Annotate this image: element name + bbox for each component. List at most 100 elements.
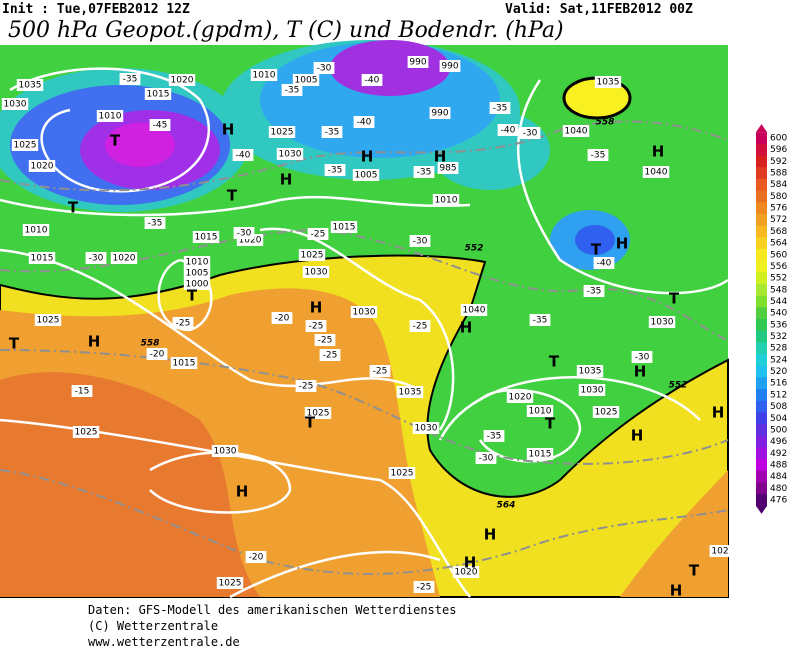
- isobar-label-box: [576, 365, 604, 377]
- pressure-system: H: [484, 526, 497, 544]
- isobar-label-box: [437, 162, 459, 174]
- colorbar-swatch: [756, 435, 767, 448]
- isotherms: [0, 120, 729, 575]
- temperature-label: -35: [148, 219, 163, 229]
- isobar-label-box: [11, 139, 39, 151]
- isobar-label-box: [407, 56, 429, 68]
- temperature-label-box: [119, 73, 141, 85]
- colorbar-label: 492: [770, 449, 787, 459]
- colorbar-label: 568: [770, 227, 787, 237]
- isobar-label-box: [592, 406, 620, 418]
- isobar-label: 1025: [391, 469, 414, 479]
- colorbar-swatch: [756, 400, 767, 413]
- temperature-label-box: [149, 119, 171, 131]
- isobar-label-box: [96, 110, 124, 122]
- temperature-label-box: [483, 430, 505, 442]
- pressure-system: T: [110, 132, 121, 150]
- isobar-label-box: [439, 60, 461, 72]
- temperature-label-box: [172, 317, 194, 329]
- isobar-label: 1025: [301, 251, 324, 261]
- pressure-system: H: [670, 582, 683, 600]
- isobar-label-box: [298, 249, 326, 261]
- colorbar-swatch: [756, 482, 767, 495]
- isobar-label: 1035: [399, 388, 422, 398]
- isobar-label: 1015: [333, 223, 356, 233]
- height-label: 564: [497, 501, 516, 511]
- isobar-label: 1025: [75, 428, 98, 438]
- isobar-label: 1000: [186, 280, 209, 290]
- valid-time: Valid: Sat,11FEB2012 00Z: [505, 2, 693, 17]
- temperature-label: -25: [413, 322, 428, 332]
- isobar-label-box: [276, 148, 304, 160]
- temperature-label: -45: [153, 121, 168, 131]
- pressure-system: T: [545, 415, 556, 433]
- colorbar: 6005965925885845805765725685645605565525…: [756, 124, 787, 514]
- field: [330, 40, 450, 96]
- colorbar-swatch: [756, 143, 767, 157]
- isobar-label-box: [183, 256, 211, 268]
- temperature-label: -20: [275, 314, 290, 324]
- colorbar-label: 536: [770, 320, 787, 330]
- colorbar-swatch: [756, 319, 767, 332]
- colorbar-swatch: [756, 470, 767, 483]
- isobar-label: 1020: [239, 236, 262, 246]
- colorbar-swatch: [756, 248, 767, 262]
- temperature-label-box: [71, 385, 93, 397]
- colorbar-label: 584: [770, 180, 787, 190]
- isobar-label-box: [352, 169, 380, 181]
- colorbar-label: 564: [770, 239, 787, 249]
- colorbar-swatch: [756, 237, 767, 250]
- isobar-label-box: [22, 224, 50, 236]
- pressure-system: T: [9, 335, 20, 353]
- temperature-label: -25: [373, 367, 388, 377]
- temperature-label-box: [314, 334, 336, 346]
- temperature-label: -40: [597, 259, 612, 269]
- isobar-label-box: [452, 566, 480, 578]
- temperature-label-box: [245, 551, 267, 563]
- pressure-system: H: [464, 554, 477, 572]
- colorbar-label: 496: [770, 437, 787, 447]
- isobar-label-box: [304, 407, 332, 419]
- pressure-system: H: [460, 319, 473, 337]
- temperature-label: -40: [357, 118, 372, 128]
- isobar-label-box: [268, 126, 296, 138]
- temperature-label-box: [369, 365, 391, 377]
- temperature-label: -35: [587, 287, 602, 297]
- colorbar-label: 600: [770, 134, 787, 144]
- temperature-label: -30: [479, 454, 494, 464]
- pressure-system: T: [591, 241, 602, 259]
- isobar-label-box: [1, 98, 29, 110]
- isobar-label-box: [183, 267, 211, 279]
- temperature-label-box: [497, 124, 519, 136]
- pressure-system: H: [652, 143, 665, 161]
- isobar-label: 1030: [415, 424, 438, 434]
- colorbar-swatch: [756, 260, 767, 273]
- temperature-label: -20: [249, 553, 264, 563]
- colorbar-label: 588: [770, 169, 787, 179]
- temperature-label-box: [307, 228, 329, 240]
- colorbar-label: 560: [770, 250, 787, 260]
- isobar-label-box: [578, 384, 606, 396]
- isobar-label: 1040: [565, 127, 588, 137]
- isobar-label-box: [216, 577, 244, 589]
- field: [105, 123, 175, 167]
- temperature-label: -40: [236, 151, 251, 161]
- temperature-label-box: [587, 149, 609, 161]
- temperature-label-box: [295, 380, 317, 392]
- colorbar-swatch: [756, 283, 767, 297]
- colorbar-swatch: [756, 213, 767, 227]
- footer-line: (C) Wetterzentrale: [88, 619, 218, 633]
- colorbar-swatch: [756, 178, 767, 192]
- colorbar-swatch: [756, 155, 767, 168]
- isobar-label: 1040: [463, 306, 486, 316]
- isobar-label: 1025: [37, 316, 60, 326]
- temperature-label: -25: [417, 583, 432, 593]
- temperature-label: -25: [323, 351, 338, 361]
- temperature-label: -35: [417, 168, 432, 178]
- isobar-label-box: [506, 391, 534, 403]
- isobar-label: 1025: [271, 128, 294, 138]
- isobar-label-box: [709, 545, 731, 557]
- isobar-label: 985: [439, 164, 456, 174]
- isobar-label: 102: [711, 547, 728, 557]
- temperature-label: -40: [501, 126, 516, 136]
